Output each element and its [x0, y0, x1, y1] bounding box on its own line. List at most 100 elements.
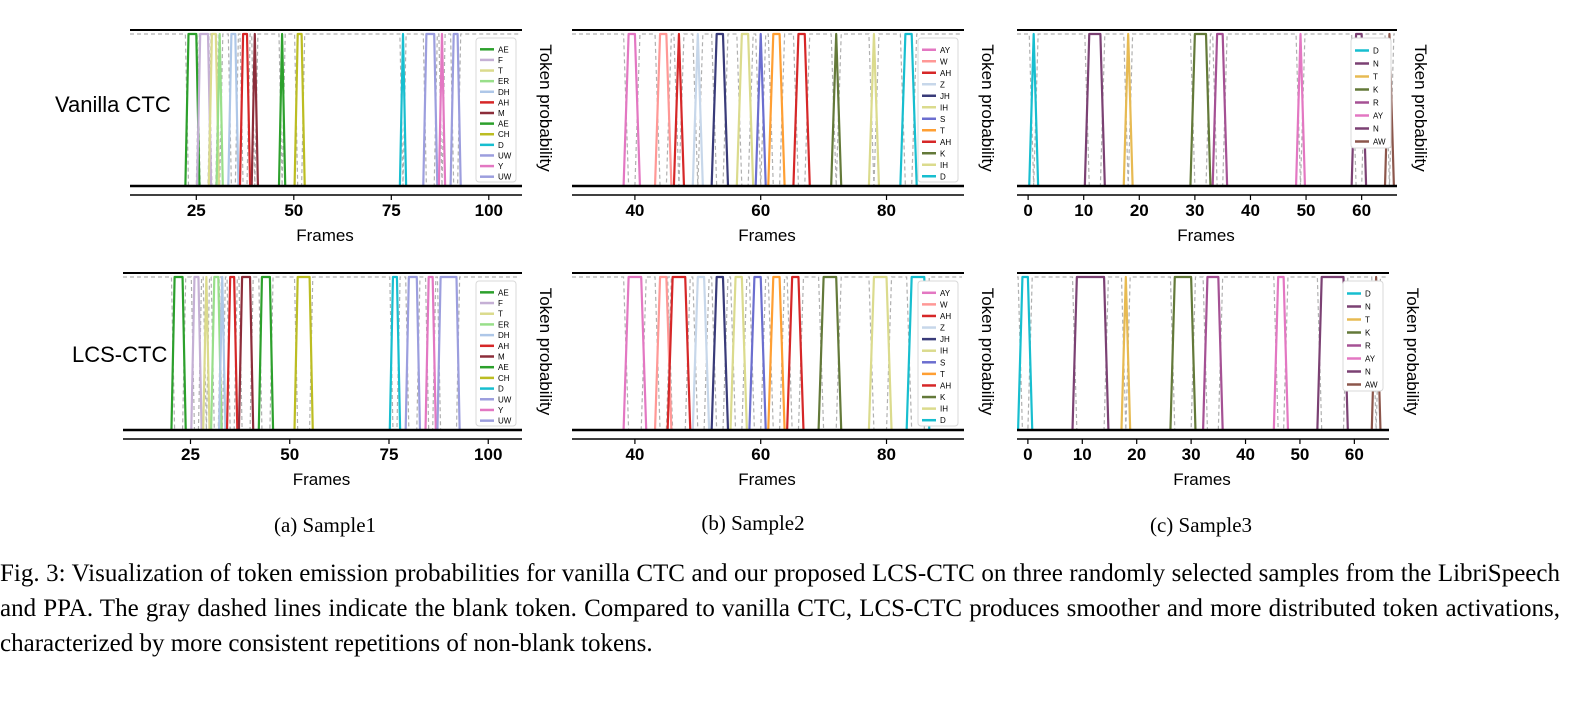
legend-entry: JH: [940, 335, 950, 344]
legend-entry: ER: [498, 320, 509, 329]
series-line-r-4: [1211, 32, 1229, 187]
blank-token-line: [572, 33, 962, 187]
legend-entry: F: [498, 299, 503, 308]
legend-entry: AE: [498, 45, 509, 54]
series-line-uw-10: [422, 32, 439, 187]
legend-entry: D: [498, 385, 504, 394]
series-line-k-9: [817, 275, 843, 431]
legend-entry: JH: [940, 92, 950, 101]
legend-entry: T: [940, 370, 945, 379]
series-line-d-11: [899, 32, 918, 187]
legend-entry: AE: [498, 363, 509, 372]
x-tick-label: 25: [181, 445, 200, 464]
legend-entry: Z: [940, 80, 945, 89]
series-line-ih-10: [867, 32, 881, 187]
series-line-s-6: [754, 32, 767, 187]
legend-entry: K: [1365, 329, 1371, 338]
x-tick-label: 50: [1290, 445, 1309, 464]
legend-entry: K: [940, 393, 946, 402]
legend-box: [917, 280, 959, 427]
legend-entry: DH: [498, 88, 510, 97]
series-line-t-2: [1122, 32, 1134, 187]
series-line-jh-4: [710, 275, 730, 431]
legend-entry: T: [498, 67, 503, 76]
subcaption-sample2: (b) Sample2: [701, 511, 804, 535]
legend-entry: R: [1365, 342, 1371, 351]
series-line-jh-4: [710, 32, 730, 187]
series-line-s-6: [748, 275, 767, 431]
series-line-k-3: [1189, 32, 1212, 187]
legend: AY W AH Z JH IH ST AH K IH D: [917, 37, 959, 183]
series-line-ay-5: [1294, 32, 1307, 187]
row-label-lcs-ctc: LCS-CTC: [72, 342, 167, 367]
series-line-uw-12: [449, 32, 462, 187]
series-line-t-7: [767, 32, 786, 187]
series-line-ah-8: [792, 32, 811, 187]
chart-panel-5: 40 60 80 Frames Token probability AY W AH Z JH IH S…: [572, 272, 997, 489]
series-line-ae-7: [257, 275, 275, 431]
series-line-d-0: [1028, 32, 1040, 187]
x-tick-label: 75: [380, 445, 399, 464]
legend-entry: K: [940, 149, 946, 158]
series-line-ih-5: [735, 32, 755, 187]
x-axis-label: Frames: [1173, 470, 1231, 489]
legend-entry: N: [1365, 303, 1371, 312]
legend-entry: AH: [940, 138, 951, 147]
x-tick-label: 25: [187, 201, 206, 220]
x-tick-label: 60: [1352, 201, 1371, 220]
series-line-d-9: [388, 275, 402, 431]
x-axis-label: Frames: [738, 470, 796, 489]
legend-box: [917, 37, 959, 183]
series-line-k-9: [830, 32, 843, 187]
series-line-ay-0: [622, 32, 642, 187]
series-line-z-3: [691, 275, 711, 431]
figure: Vanilla CTC LCS-CTC 25 50 75 100FramesToken…: [55, 29, 1430, 537]
series-line-k-3: [1169, 275, 1197, 431]
legend-entry: AH: [498, 342, 509, 351]
series-line-t-2: [202, 275, 211, 431]
legend-entry: IH: [940, 347, 948, 356]
x-axis-label: Frames: [293, 470, 351, 489]
y-axis-label: Token probability: [1403, 288, 1422, 416]
y-axis-label: Token probability: [978, 288, 997, 416]
series-line-r-4: [1201, 275, 1224, 431]
subcaption-sample1: (a) Sample1: [274, 513, 376, 537]
row-label-vanilla-ctc: Vanilla CTC: [55, 92, 171, 117]
chart-panel-2: 40 60 80 Frames Token probability AY W AH Z JH IH S…: [572, 29, 997, 245]
series-line-y-11: [437, 32, 447, 187]
series-line-dh-4: [227, 32, 240, 187]
legend-entry: M: [498, 353, 505, 362]
legend-entry: AE: [498, 120, 509, 129]
legend-entry: M: [498, 109, 505, 118]
x-tick-label: 30: [1185, 201, 1204, 220]
series-line-ah-5: [238, 32, 252, 187]
series-line-ay-5: [1272, 275, 1290, 431]
legend-entry: Y: [498, 162, 504, 171]
x-axis-label: Frames: [738, 226, 796, 245]
legend-entry: N: [1365, 368, 1371, 377]
legend-entry: K: [1373, 86, 1379, 95]
legend-box: [1350, 37, 1392, 149]
y-axis-label: Token probability: [978, 44, 997, 172]
legend-entry: N: [1373, 60, 1379, 69]
series-line-m-6: [250, 32, 260, 187]
series-line-ae-0: [170, 275, 187, 431]
x-tick-label: 50: [284, 201, 303, 220]
figure-caption: Fig. 3: Visualization of token emission …: [0, 560, 1560, 657]
legend-entry: AH: [940, 381, 951, 390]
legend-entry: D: [498, 141, 504, 150]
legend-entry: ER: [498, 77, 509, 86]
legend-entry: AW: [1373, 138, 1386, 147]
series-line-d-9: [398, 32, 408, 187]
legend-entry: W: [940, 57, 948, 66]
x-tick-label: 10: [1073, 445, 1092, 464]
series-line-t-7: [767, 275, 786, 431]
series-line-uw-10: [404, 275, 422, 431]
legend-entry: T: [940, 126, 945, 135]
legend-entry: AH: [498, 98, 509, 107]
y-axis-label: Token probability: [536, 44, 555, 172]
